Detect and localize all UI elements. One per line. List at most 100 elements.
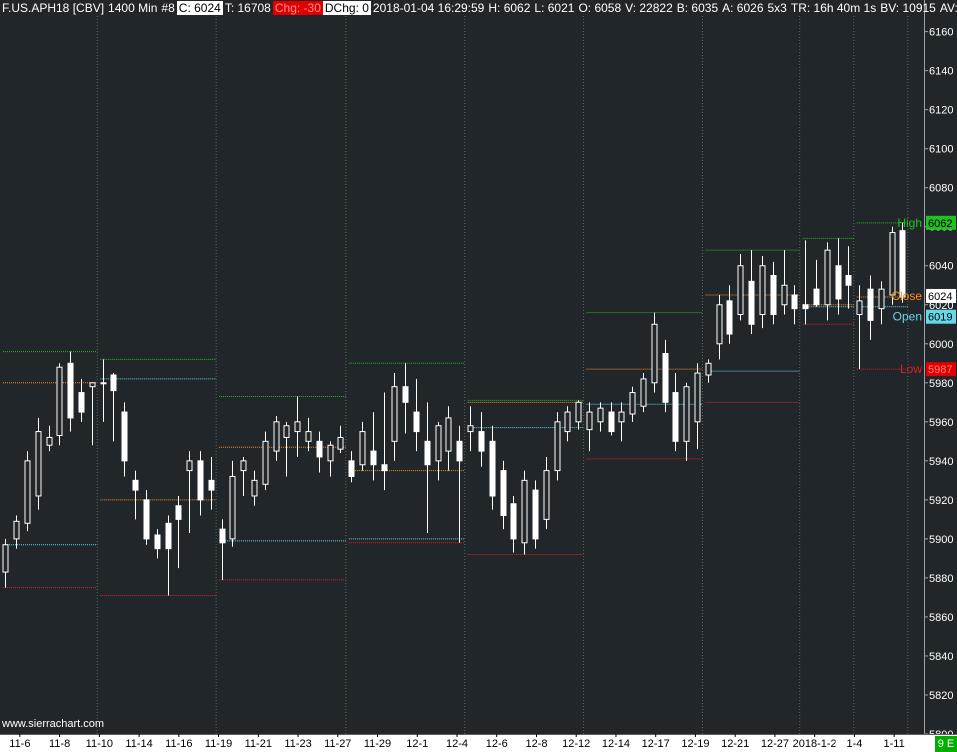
candle[interactable] <box>348 451 355 483</box>
candle[interactable] <box>402 363 409 434</box>
candle[interactable] <box>337 425 344 454</box>
candle-body <box>35 431 42 497</box>
date-tick-label: 1-11 <box>884 738 905 750</box>
candle[interactable] <box>100 359 107 422</box>
candle[interactable] <box>856 285 863 370</box>
candle[interactable] <box>791 285 798 325</box>
candle[interactable] <box>802 240 809 325</box>
date-tick-label: 11-23 <box>284 738 311 750</box>
candle[interactable] <box>456 425 463 543</box>
candle[interactable] <box>305 417 312 452</box>
candle[interactable] <box>781 250 788 315</box>
candle[interactable] <box>327 441 334 477</box>
watermark: www.sierrachart.com <box>2 718 105 730</box>
candle[interactable] <box>67 351 74 432</box>
candle[interactable] <box>748 250 755 335</box>
candle[interactable] <box>824 242 831 321</box>
date-label-bg <box>795 735 834 751</box>
candle[interactable] <box>283 421 290 477</box>
candle[interactable] <box>737 254 744 321</box>
candle[interactable] <box>208 456 215 510</box>
candle[interactable] <box>770 261 777 325</box>
candle[interactable] <box>662 339 669 413</box>
ask-volume-label: AV: 11907 <box>939 1 957 15</box>
candle[interactable] <box>672 373 679 452</box>
candle[interactable] <box>186 451 193 534</box>
candle[interactable] <box>510 495 517 553</box>
candle[interactable] <box>500 460 507 530</box>
candle[interactable] <box>219 519 226 580</box>
candle[interactable] <box>316 431 323 473</box>
candle[interactable] <box>56 363 63 446</box>
candle[interactable] <box>435 421 442 481</box>
session-badge[interactable]: 9 E <box>935 736 957 752</box>
candle[interactable] <box>46 425 53 452</box>
candle[interactable] <box>78 378 85 422</box>
candle[interactable] <box>143 490 150 545</box>
candle[interactable] <box>845 246 852 309</box>
candle[interactable] <box>575 400 582 430</box>
time-remaining-label: TR: 16h 40m 1s <box>790 1 877 15</box>
candle[interactable] <box>867 275 874 340</box>
candle[interactable] <box>899 222 906 303</box>
candle[interactable] <box>240 456 247 496</box>
candle[interactable] <box>889 226 896 305</box>
candle[interactable] <box>618 402 625 442</box>
candle[interactable] <box>154 529 161 559</box>
candle[interactable] <box>629 386 636 422</box>
candle[interactable] <box>489 425 496 510</box>
candle[interactable] <box>294 396 301 457</box>
candle[interactable] <box>640 373 647 413</box>
candle[interactable] <box>554 412 561 481</box>
candle[interactable] <box>197 451 204 516</box>
candle[interactable] <box>694 363 701 450</box>
date-tick-label: 11-14 <box>125 738 152 750</box>
candle[interactable] <box>132 470 139 520</box>
candle[interactable] <box>835 238 842 315</box>
candle[interactable] <box>2 538 9 588</box>
candle[interactable] <box>878 281 885 325</box>
candle[interactable] <box>413 378 420 452</box>
candle[interactable] <box>716 295 723 360</box>
candle[interactable] <box>381 392 388 491</box>
candle[interactable] <box>370 412 377 481</box>
candle[interactable] <box>564 406 571 442</box>
candle[interactable] <box>759 255 766 329</box>
candle[interactable] <box>726 285 733 344</box>
candle[interactable] <box>110 373 117 442</box>
candle[interactable] <box>532 480 539 549</box>
candle[interactable] <box>651 312 658 393</box>
candle[interactable] <box>478 412 485 467</box>
low-price-tag <box>926 362 956 377</box>
candle[interactable] <box>683 382 690 461</box>
candle[interactable] <box>391 373 398 461</box>
candle[interactable] <box>165 515 172 596</box>
candle[interactable] <box>521 470 528 555</box>
candle[interactable] <box>586 402 593 452</box>
date-label-bg <box>239 735 278 751</box>
date-label-bg <box>557 735 596 751</box>
candle[interactable] <box>424 402 431 534</box>
candle[interactable] <box>121 402 128 477</box>
candle[interactable] <box>359 421 366 471</box>
candle[interactable] <box>813 259 820 307</box>
candle[interactable] <box>35 417 42 510</box>
candle[interactable] <box>13 515 20 549</box>
candle[interactable] <box>273 415 280 461</box>
candle[interactable] <box>89 382 96 446</box>
candle[interactable] <box>262 431 269 491</box>
candle[interactable] <box>175 495 182 569</box>
candle[interactable] <box>705 359 712 383</box>
candle[interactable] <box>543 456 550 530</box>
candle[interactable] <box>229 460 236 547</box>
candle[interactable] <box>597 402 604 432</box>
candle[interactable] <box>608 402 615 436</box>
candle[interactable] <box>467 406 474 452</box>
candle-body <box>165 522 172 550</box>
candle[interactable] <box>445 406 452 471</box>
candle-body <box>467 425 474 433</box>
candle[interactable] <box>24 451 31 532</box>
candle[interactable] <box>251 470 258 506</box>
